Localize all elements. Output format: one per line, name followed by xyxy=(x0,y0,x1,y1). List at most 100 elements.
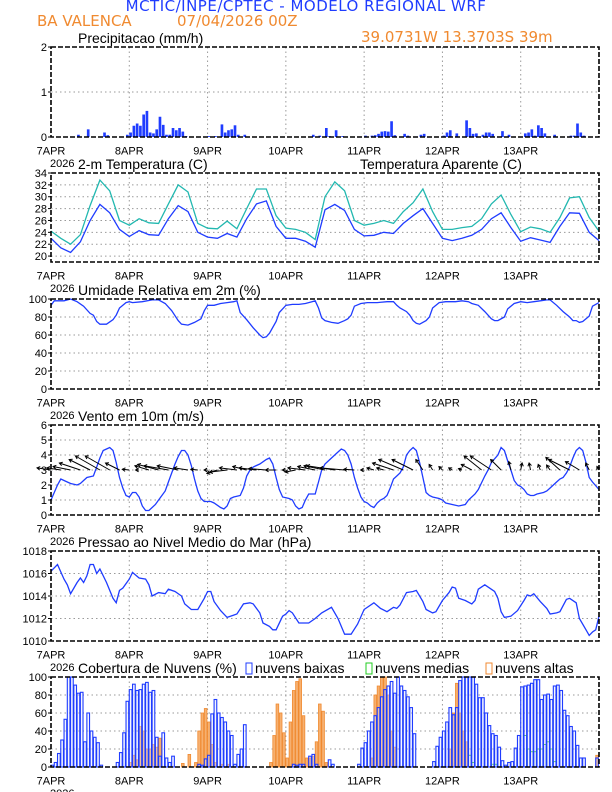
bar xyxy=(226,730,231,768)
bar xyxy=(448,130,452,137)
series-line xyxy=(50,178,600,246)
wind-arrow xyxy=(284,469,296,474)
wind-arrow xyxy=(365,466,375,471)
wind-arrow xyxy=(121,467,130,472)
wind-arrow xyxy=(447,467,453,472)
y-tick-label: 40 xyxy=(35,348,47,360)
bar xyxy=(318,703,322,768)
series-0 xyxy=(50,200,600,254)
wind-arrow xyxy=(415,458,424,471)
grid xyxy=(51,47,599,137)
bar xyxy=(311,134,315,137)
bar xyxy=(165,134,168,137)
bar xyxy=(138,689,143,768)
series-line xyxy=(50,298,600,339)
bar xyxy=(530,129,534,137)
wind-arrow xyxy=(142,464,169,471)
x-tick-label: 10APR xyxy=(268,776,303,788)
bar xyxy=(501,131,504,137)
bar xyxy=(314,741,319,768)
bar xyxy=(488,132,491,137)
bar xyxy=(386,685,391,768)
x-axis-year: 2026 xyxy=(50,410,74,422)
legend-label: nuvens baixas xyxy=(255,660,345,676)
bar xyxy=(194,762,198,768)
plot-frame xyxy=(50,550,600,642)
bar xyxy=(383,689,387,768)
bar xyxy=(341,136,344,137)
bar xyxy=(118,752,123,768)
legend-item-nuvens-baixas: nuvens baixas xyxy=(245,660,345,676)
bar xyxy=(308,755,312,768)
plot-frame xyxy=(50,298,600,390)
legend-item-nuvens-altas: nuvens altas xyxy=(485,660,574,676)
bar xyxy=(230,129,234,137)
pressure-panel: 1010 1012 1014 1016 1018 7APR 8APR 9APR 10APR 11A… xyxy=(23,534,600,674)
x-tick-label: 10APR xyxy=(268,524,303,536)
y-tick-label: 20 xyxy=(35,366,47,378)
bar xyxy=(152,133,155,137)
bar xyxy=(520,686,524,768)
bar xyxy=(295,681,299,768)
x-tick-label: 9APR xyxy=(193,146,222,158)
bar xyxy=(79,691,84,768)
bar xyxy=(484,132,488,137)
bar xyxy=(540,128,543,137)
panel-title: Cobertura de Nuvens (%) xyxy=(78,660,237,676)
wind-arrow xyxy=(208,469,228,474)
wind-arrow xyxy=(519,462,524,471)
bar xyxy=(559,689,564,768)
bar xyxy=(523,685,528,768)
bar xyxy=(154,736,159,768)
x-tick-label: 9APR xyxy=(193,524,222,536)
bar xyxy=(533,679,537,768)
y-tick-label: 26 xyxy=(35,215,47,227)
bar xyxy=(399,685,404,768)
y-tick-label: 80 xyxy=(35,690,47,702)
wind-arrow xyxy=(391,458,414,471)
x-tick-label: 10APR xyxy=(268,146,303,158)
x-tick-label: 7APR xyxy=(37,271,66,283)
wind-arrow xyxy=(203,467,208,473)
bar xyxy=(89,730,94,768)
y-tick-label: 20 xyxy=(35,744,47,756)
bar xyxy=(171,755,175,768)
legend-apparent-temperature: Temperatura Aparente (C) xyxy=(360,156,522,172)
x-tick-label: 12APR xyxy=(425,524,460,536)
bar xyxy=(243,134,247,137)
bar xyxy=(454,707,459,768)
legend-swatch xyxy=(485,662,493,675)
y-tick-label: 30 xyxy=(35,192,47,204)
station-coordinates: 39.0731W 13.3703S 39m xyxy=(361,28,553,46)
bar xyxy=(455,133,459,137)
bar xyxy=(373,715,378,768)
bar xyxy=(500,760,505,768)
bar xyxy=(168,134,172,137)
chart-header-title: MCTIC/INPE/CPTEC - MODELO REGIONAL WRF xyxy=(125,0,487,15)
x-tick-label: 13APR xyxy=(503,524,538,536)
bar xyxy=(178,128,181,137)
grid xyxy=(51,299,599,389)
y-tick-label: 1016 xyxy=(23,569,47,581)
x-tick-label: 12APR xyxy=(425,776,460,788)
wind-arrow xyxy=(371,461,394,471)
series-line xyxy=(50,563,600,637)
x-tick-label: 9APR xyxy=(193,650,222,662)
bar xyxy=(412,733,417,768)
bar xyxy=(155,129,159,137)
bar xyxy=(481,697,485,768)
y-tick-label: 22 xyxy=(35,239,47,251)
bar xyxy=(543,133,547,137)
wind-arrow xyxy=(286,466,306,471)
y-tick-label: 6 xyxy=(41,420,47,432)
y-tick-label: 1010 xyxy=(23,636,47,648)
bar xyxy=(380,131,384,137)
cloud-cover-panel: 0 20 40 60 80 100 7APR 8APR 9APR 10APR 11APR 12APR 1… xyxy=(29,660,600,792)
legend-swatch xyxy=(365,662,373,675)
bar xyxy=(405,696,410,768)
bar xyxy=(242,724,247,768)
bar xyxy=(490,733,495,768)
wind-arrow xyxy=(247,466,267,472)
bar xyxy=(135,123,139,137)
